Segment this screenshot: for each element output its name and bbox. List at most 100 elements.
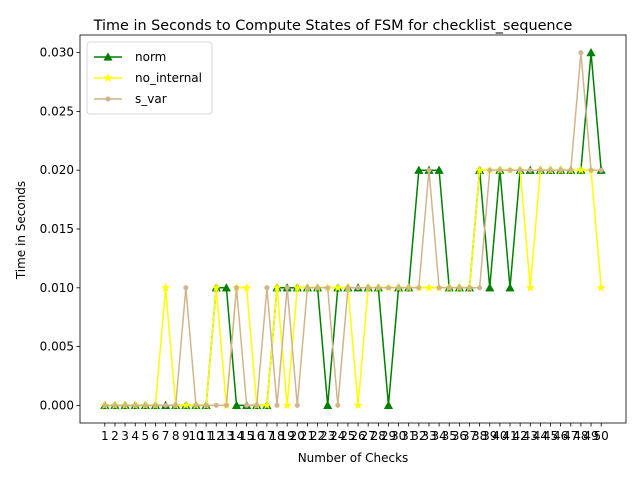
x-tick-label: 27 <box>361 429 376 443</box>
data-point-s_var <box>568 167 574 173</box>
data-point-s_var <box>102 402 108 408</box>
legend-marker-norm <box>103 52 113 61</box>
x-tick-label: 28 <box>371 429 386 443</box>
data-point-s_var <box>284 285 290 291</box>
data-point-s_var <box>588 167 594 173</box>
data-point-no_internal <box>211 283 221 292</box>
data-point-norm <box>231 400 242 409</box>
data-point-norm <box>434 165 444 174</box>
data-point-no_internal <box>161 283 171 292</box>
data-point-s_var <box>335 402 341 408</box>
data-point-s_var <box>223 402 229 408</box>
y-tick-label: 0.030 <box>40 46 74 60</box>
data-point-s_var <box>446 285 452 291</box>
data-point-s_var <box>466 285 473 291</box>
data-point-s_var <box>314 285 321 291</box>
x-tick-label: 9 <box>182 429 190 443</box>
data-point-s_var <box>203 402 209 408</box>
data-point-norm <box>586 47 596 57</box>
data-point-no_internal <box>353 400 363 410</box>
x-tick-label: 45 <box>543 429 558 443</box>
data-point-s_var <box>477 285 483 291</box>
x-tick-label: 38 <box>472 429 487 443</box>
data-point-s_var <box>132 402 138 408</box>
x-tick-label: 20 <box>290 429 305 443</box>
data-point-s_var <box>193 402 199 408</box>
x-tick-label: 10 <box>188 429 203 443</box>
x-tick-label: 29 <box>381 429 396 443</box>
x-tick-label: 43 <box>523 429 538 443</box>
x-tick-label: 13 <box>219 429 234 443</box>
x-tick-label: 24 <box>330 429 345 443</box>
data-point-no_internal <box>272 283 282 292</box>
data-point-s_var <box>406 285 412 291</box>
x-tick-label: 35 <box>442 429 457 443</box>
data-point-s_var <box>527 167 533 173</box>
y-axis-ticks: 0.000 0.005 0.010 0.015 0.020 0.025 0.030 <box>40 46 80 412</box>
data-point-s_var <box>547 167 554 173</box>
x-tick-label: 31 <box>401 429 416 443</box>
x-tick-label: 5 <box>142 429 150 443</box>
legend-label-no_internal: no_internal <box>135 71 202 85</box>
x-tick-label: 39 <box>482 429 497 443</box>
x-tick-label: 8 <box>172 429 180 443</box>
x-tick-label: 14 <box>229 429 244 443</box>
x-tick-label: 34 <box>431 429 446 443</box>
data-point-s_var <box>396 285 402 291</box>
data-point-norm <box>414 165 424 174</box>
legend-marker-s_var <box>105 96 111 102</box>
x-tick-label: 6 <box>152 429 160 443</box>
data-point-s_var <box>517 167 523 173</box>
y-tick-label: 0.000 <box>40 398 74 412</box>
data-point-s_var <box>163 402 169 408</box>
plot-frame <box>79 34 627 424</box>
x-tick-label: 17 <box>259 429 274 443</box>
x-tick-label: 49 <box>583 429 598 443</box>
data-point-s_var <box>375 285 381 291</box>
legend-label-norm: norm <box>135 50 166 64</box>
data-point-no_internal <box>475 165 485 175</box>
data-point-norm <box>485 283 495 292</box>
legend-marker-no_internal <box>103 73 113 82</box>
data-point-no_internal <box>282 400 292 410</box>
data-point-s_var <box>183 285 189 291</box>
data-point-s_var <box>497 167 503 173</box>
data-point-norm <box>505 283 515 292</box>
x-tick-label: 25 <box>340 429 355 443</box>
y-tick-label: 0.010 <box>40 281 74 295</box>
data-point-s_var <box>304 285 310 291</box>
series-s_var <box>102 50 604 408</box>
x-tick-label: 36 <box>452 429 467 443</box>
data-point-no_internal <box>262 400 272 410</box>
x-axis-label: Number of Checks <box>298 451 409 465</box>
data-point-s_var <box>578 50 584 56</box>
plot-series <box>100 47 606 410</box>
data-point-s_var <box>122 402 128 408</box>
data-point-s_var <box>264 285 270 291</box>
data-point-s_var <box>213 402 219 408</box>
data-point-s_var <box>426 167 432 173</box>
data-point-s_var <box>325 285 331 291</box>
data-point-no_internal <box>424 283 434 292</box>
x-tick-label: 12 <box>209 429 224 443</box>
data-point-no_internal <box>525 283 535 292</box>
data-point-no_internal <box>292 283 302 292</box>
chart-title: Time in Seconds to Compute States of FSM… <box>93 18 573 34</box>
x-tick-label: 44 <box>533 429 548 443</box>
x-tick-label: 19 <box>280 429 295 443</box>
data-point-s_var <box>558 167 564 173</box>
x-tick-label: 21 <box>300 429 315 443</box>
x-tick-label: 22 <box>310 429 325 443</box>
data-point-no_internal <box>576 165 586 175</box>
data-point-s_var <box>436 285 442 291</box>
data-point-s_var <box>152 402 159 408</box>
data-point-s_var <box>487 167 493 173</box>
x-tick-label: 2 <box>111 429 119 443</box>
x-tick-label: 41 <box>502 429 517 443</box>
data-point-no_internal <box>181 400 191 410</box>
x-tick-label: 30 <box>391 429 406 443</box>
x-tick-label: 1 <box>101 429 109 443</box>
data-point-s_var <box>385 285 392 291</box>
data-point-s_var <box>537 167 543 173</box>
data-point-s_var <box>173 402 179 408</box>
